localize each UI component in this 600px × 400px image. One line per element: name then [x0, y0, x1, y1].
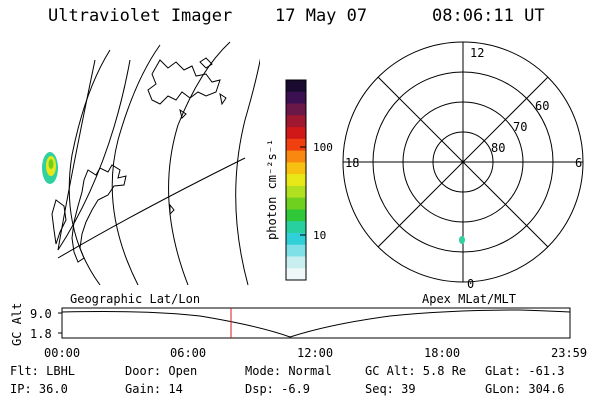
alt-tick-1-8: 1.8	[30, 327, 52, 341]
lat-arc-2	[111, 44, 161, 285]
meridian-3	[57, 59, 96, 251]
lat-label-70: 70	[513, 120, 527, 134]
polar-plot-title: Apex MLat/MLT	[422, 292, 516, 306]
polar-labels: 12 0 18 6 60 70 80 Apex MLat/MLT	[345, 46, 582, 306]
colorbar-segment	[286, 162, 306, 175]
time-tick-1200: 12:00	[297, 346, 334, 360]
coastline-islands	[169, 57, 227, 216]
colorbar-segment	[286, 221, 306, 234]
info-dsp: Dsp: -6.9	[245, 382, 311, 396]
info-gc-alt: GC Alt: 5.8 Re	[365, 364, 467, 378]
lat-arc-4	[235, 58, 260, 285]
colorbar-segment	[286, 232, 306, 246]
colorbar-segment	[286, 103, 306, 116]
alt-axis-label: GC Alt	[10, 303, 24, 346]
info-door: Door: Open	[125, 364, 198, 378]
lat-label-60: 60	[535, 99, 549, 113]
colorbar-segment	[286, 268, 306, 281]
mlt-label-18: 18	[345, 156, 359, 170]
aurora-blob-center	[48, 159, 54, 169]
observation-time: 08:06:11 UT	[432, 6, 545, 26]
polar-aurora-spot	[459, 236, 465, 244]
info-ip: IP: 36.0	[10, 382, 68, 396]
colorbar-segment	[286, 174, 306, 187]
meridian-1	[57, 157, 246, 259]
info-mode: Mode: Normal	[245, 364, 332, 378]
info-seq: Seq: 39	[365, 382, 416, 396]
coastline-peninsula	[51, 199, 67, 245]
lat-arc-3	[168, 41, 231, 285]
colorbar-segment	[286, 115, 306, 128]
altitude-strip: 9.0 1.8 GC Alt	[10, 303, 571, 346]
colorbar-segment	[286, 197, 306, 210]
lat-label-80: 80	[491, 141, 505, 155]
instrument-title: Ultraviolet Imager	[48, 6, 233, 26]
colorbar-segment	[286, 138, 306, 152]
geographic-map	[42, 41, 260, 285]
colorbar-segment	[286, 80, 306, 93]
time-tick-0600: 06:00	[170, 346, 207, 360]
info-filter: Flt: LBHL	[10, 364, 76, 378]
time-tick-1800: 18:00	[424, 346, 461, 360]
polar-plot	[342, 41, 584, 283]
alt-tick-9: 9.0	[30, 307, 52, 321]
colorbar-segment	[286, 209, 306, 222]
time-tick-2359: 23:59	[551, 346, 588, 360]
left-map-title: Geographic Lat/Lon	[70, 292, 200, 306]
meridian-2	[57, 59, 131, 251]
colorbar-segment	[286, 185, 306, 199]
colorbar: 100 10 photon cm⁻²s⁻¹	[265, 79, 333, 281]
time-tick-0000: 00:00	[44, 346, 81, 360]
colorbar-segment	[286, 91, 306, 105]
colorbar-tick-10: 10	[313, 229, 326, 242]
colorbar-segment	[286, 244, 306, 257]
observation-date: 17 May 07	[275, 6, 368, 26]
colorbar-segment	[286, 127, 306, 140]
info-gain: Gain: 14	[125, 382, 183, 396]
coastline-north	[147, 59, 221, 105]
altitude-curve	[61, 309, 571, 338]
info-glon: GLon: 304.6	[485, 382, 565, 396]
coastline-south-america	[71, 164, 127, 263]
colorbar-unit-label: photon cm⁻²s⁻¹	[265, 139, 279, 240]
mlt-label-12: 12	[470, 46, 484, 60]
colorbar-segment	[286, 150, 306, 163]
colorbar-tick-100: 100	[313, 141, 333, 154]
mlt-label-0: 0	[467, 277, 474, 291]
mlt-label-6: 6	[575, 156, 582, 170]
info-glat: GLat: -61.3	[485, 364, 565, 378]
colorbar-segment	[286, 256, 306, 269]
